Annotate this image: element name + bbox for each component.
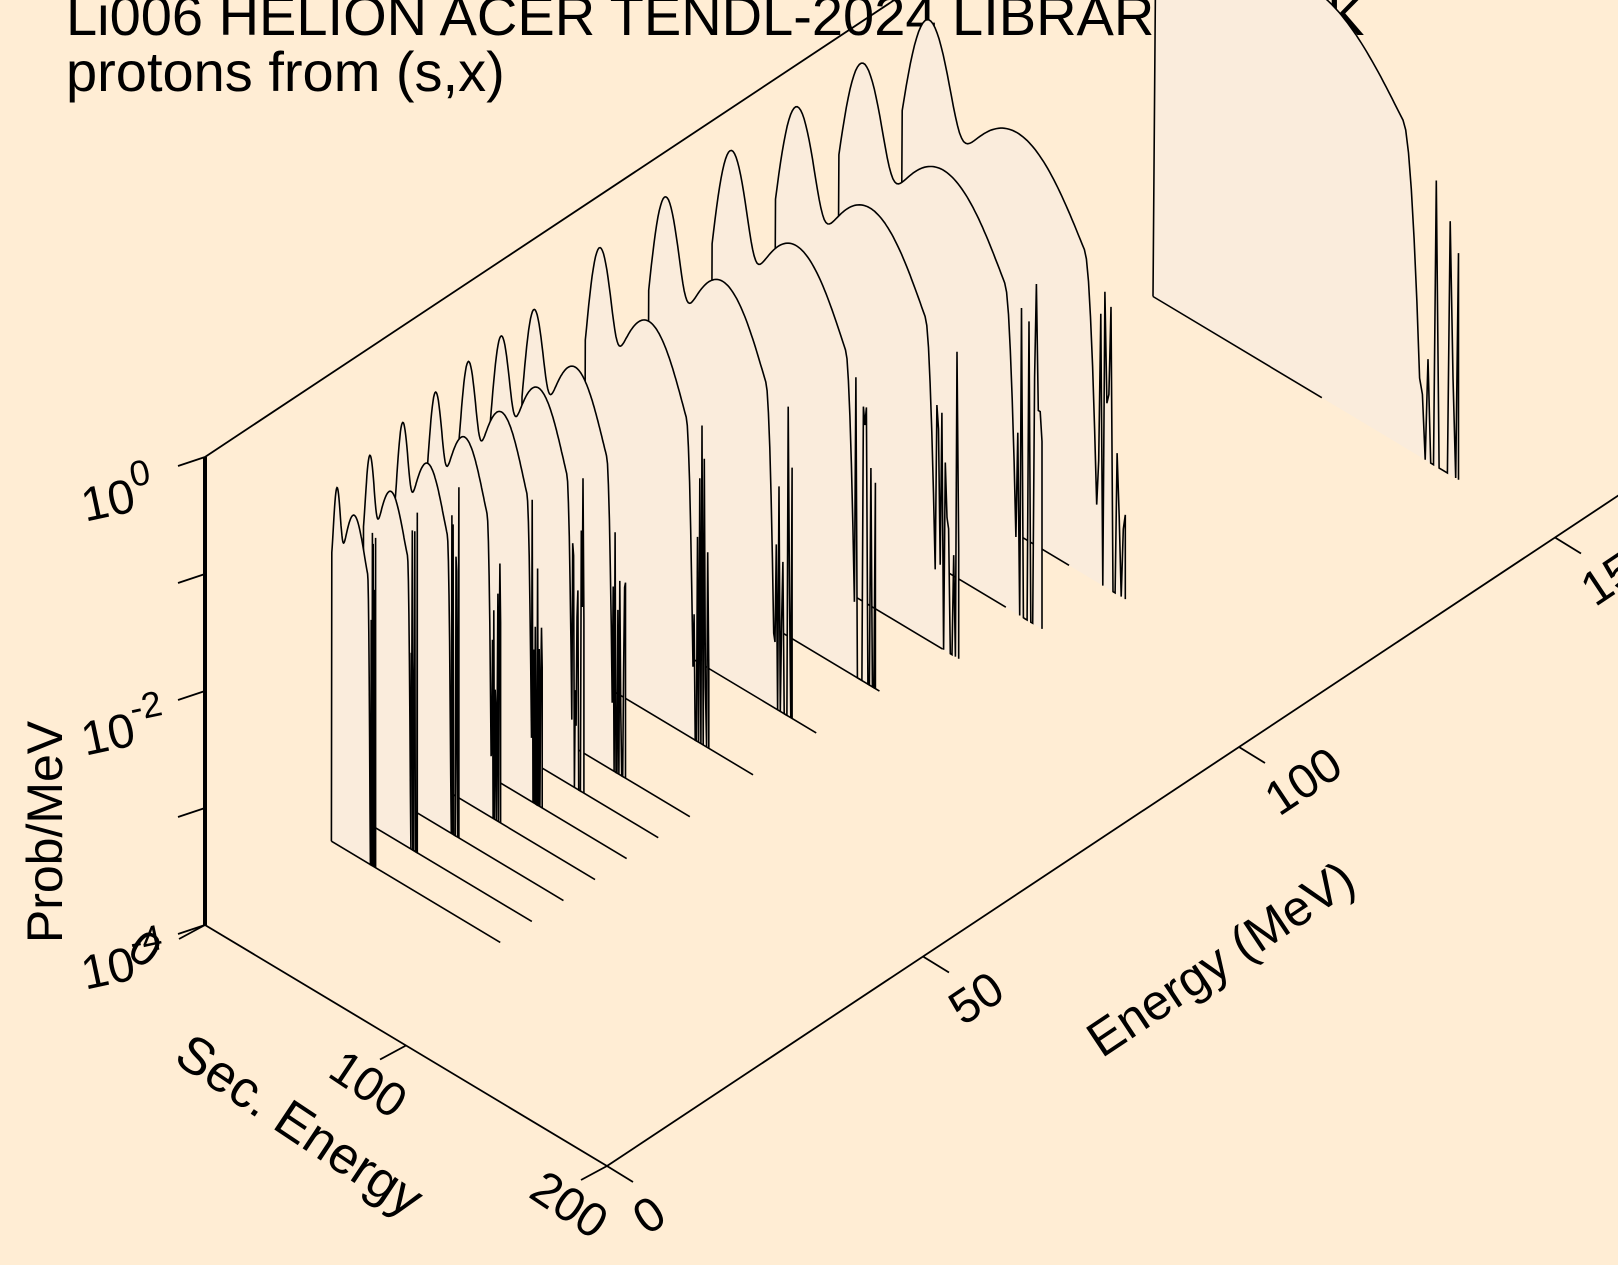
spectrum-curve-E20: [330, 486, 377, 868]
y-tick: [606, 1165, 634, 1183]
spectrum-curve-E80: [709, 149, 877, 690]
x-tick: [379, 1044, 407, 1061]
z-tick: [177, 690, 206, 701]
spectrum-curve-E100: [836, 62, 1043, 629]
spectrum-curve-E70: [646, 195, 793, 719]
spectrum-baseline-E25: [362, 819, 533, 923]
z-tick: [177, 573, 206, 584]
spectrum-curve-E25: [362, 454, 419, 854]
y-tick-label: 150: [1572, 528, 1618, 617]
z-tick-label: 10-4: [73, 916, 171, 1000]
y-tick-label: 0: [624, 1186, 676, 1245]
spectrum-curve-E35: [425, 390, 502, 823]
spectrum-fill-E20: [331, 487, 376, 868]
z-tick: [177, 456, 206, 467]
z-tick-base: 10: [77, 470, 140, 533]
spectrum-fill-E25: [363, 455, 418, 853]
z-tick-base: 10: [77, 704, 140, 767]
x-axis-label: Sec. Energy: [166, 1023, 434, 1228]
z-tick: [177, 807, 206, 818]
y-axis-label: Energy (MeV): [1077, 850, 1365, 1068]
spectrum-curve-E90: [772, 105, 960, 659]
z-tick-label: 100: [73, 451, 159, 533]
z-tick-base: 10: [77, 938, 140, 1001]
spectrum-curve-E30: [393, 421, 460, 838]
spectrum-curve-E50: [520, 308, 627, 779]
y-tick-label: 100: [1256, 738, 1352, 827]
spectrum-curve-E45: [488, 334, 585, 794]
spectra-ribbons: [330, 0, 1460, 944]
axis-labels: Prob/MeV Energy (MeV) Sec. Energy: [17, 720, 1364, 1228]
spectrum-curve-E40: [456, 360, 544, 808]
spectrum-fill-E150: [1153, 0, 1459, 480]
y-tick-label: 50: [940, 962, 1014, 1036]
x-tick: [178, 924, 206, 940]
chart-title-line-1: Li006 HELION ACER TENDL-2024 LIBRARY, T=…: [66, 0, 1365, 47]
x-tick-label: 200: [521, 1161, 617, 1250]
spectrum-baseline-E30: [394, 798, 564, 902]
spectrum-curve-E150: [1152, 0, 1460, 480]
spectrum-curve-E110: [899, 18, 1127, 600]
z-axis-label: Prob/MeV: [17, 720, 73, 943]
spectrum-baseline-E20: [330, 840, 501, 944]
x-tick: [580, 1165, 608, 1181]
spectrum-curve-E60: [583, 246, 710, 749]
y-tick: [1238, 746, 1266, 764]
back-top-edge: [204, 0, 896, 458]
spectrum-baseline-E150: [1152, 295, 1323, 399]
chart-title-line-2: protons from (s,x): [66, 40, 505, 103]
z-tick-label: 10-2: [73, 682, 171, 766]
y-tick: [1554, 536, 1582, 555]
y-tick: [922, 955, 950, 974]
